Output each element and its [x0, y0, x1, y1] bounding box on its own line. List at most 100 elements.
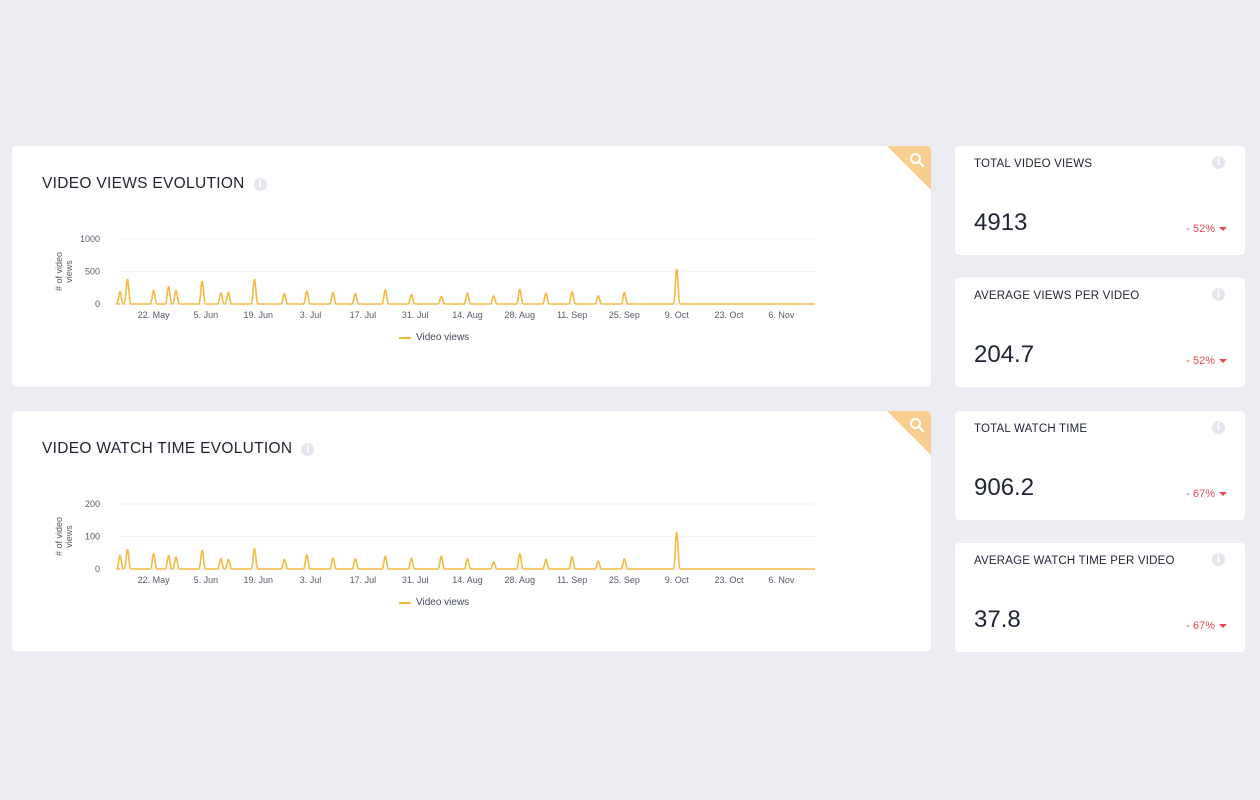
stat-title: AVERAGE VIEWS PER VIDEO [974, 290, 1140, 302]
x-tick-label: 17. Jul [350, 310, 377, 320]
data-point[interactable] [492, 295, 495, 298]
data-point[interactable] [305, 290, 309, 293]
data-point[interactable] [544, 558, 548, 562]
chart-legend[interactable]: Video views [399, 597, 469, 608]
data-point[interactable] [219, 558, 223, 561]
x-tick-label: 19. Jun [243, 310, 273, 320]
caret-down-icon [1219, 359, 1227, 363]
x-tick-label: 23. Oct [715, 575, 745, 585]
data-point[interactable] [331, 291, 335, 295]
stat-value: 204.7 [974, 341, 1035, 368]
stat-change-text: - 52% [1186, 223, 1215, 235]
x-tick-label: 31. Jul [402, 575, 429, 585]
x-tick-label: 25. Sep [609, 310, 640, 320]
info-icon[interactable]: i [1212, 553, 1225, 566]
data-point[interactable] [384, 555, 387, 558]
stat-title: TOTAL WATCH TIME [974, 423, 1088, 435]
data-point[interactable] [440, 555, 443, 558]
data-point[interactable] [410, 557, 413, 560]
legend-swatch [399, 336, 411, 339]
stat-value: 4913 [974, 209, 1028, 236]
info-icon[interactable]: i [253, 177, 267, 191]
chart-title-text: VIDEO WATCH TIME EVOLUTION [42, 440, 293, 457]
y-tick-label: 100 [85, 532, 100, 542]
x-tick-label: 22. May [138, 310, 171, 320]
data-point[interactable] [219, 292, 223, 295]
data-point[interactable] [118, 554, 122, 558]
data-point[interactable] [570, 291, 574, 294]
stat-change: - 67% [1186, 620, 1227, 632]
y-tick-label: 500 [85, 267, 100, 277]
data-point[interactable] [227, 291, 230, 295]
data-point[interactable] [623, 291, 626, 295]
data-point[interactable] [354, 293, 357, 296]
info-icon[interactable]: i [1212, 156, 1225, 169]
stat-value: 906.2 [974, 474, 1035, 501]
x-tick-label: 9. Oct [665, 310, 690, 320]
data-point[interactable] [518, 553, 522, 556]
stat-card-average-views-per-video: AVERAGE VIEWS PER VIDEO i 204.7 - 52% [955, 278, 1245, 387]
data-point[interactable] [126, 548, 129, 552]
info-icon[interactable]: i [301, 442, 315, 456]
data-point[interactable] [174, 556, 178, 559]
stat-change: - 52% [1186, 355, 1227, 367]
data-point[interactable] [167, 285, 170, 289]
stat-title: AVERAGE WATCH TIME PER VIDEO [974, 555, 1175, 567]
x-tick-label: 23. Oct [715, 310, 745, 320]
y-axis-title: # of videoviews [54, 517, 74, 556]
data-point[interactable] [152, 553, 155, 556]
data-point[interactable] [227, 558, 230, 562]
data-point[interactable] [466, 292, 469, 295]
x-tick-label: 11. Sep [557, 310, 587, 320]
data-point[interactable] [675, 269, 678, 272]
info-icon[interactable]: i [1212, 288, 1225, 301]
data-point[interactable] [283, 293, 286, 296]
x-tick-label: 5. Jun [194, 575, 219, 585]
data-point[interactable] [544, 292, 548, 295]
data-point[interactable] [597, 560, 600, 564]
video-views-chart: # of videoviews 0 500 1000 22. May 5. Jun 19. … [54, 234, 815, 320]
x-tick-label: 28. Aug [505, 575, 536, 585]
data-point[interactable] [201, 280, 204, 284]
data-point[interactable] [283, 558, 286, 562]
data-point[interactable] [492, 561, 495, 564]
x-tick-label: 3. Jul [300, 310, 322, 320]
data-point[interactable] [354, 558, 357, 561]
data-point[interactable] [201, 549, 204, 553]
x-tick-label: 9. Oct [665, 575, 690, 585]
data-point[interactable] [623, 558, 626, 561]
x-tick-label: 5. Jun [194, 310, 219, 320]
chart-legend[interactable]: Video views [399, 332, 469, 343]
zoom-button[interactable] [887, 411, 931, 455]
stat-change-text: - 52% [1186, 355, 1215, 367]
x-tick-label: 22. May [138, 575, 171, 585]
caret-down-icon [1219, 492, 1227, 496]
data-point[interactable] [570, 556, 574, 559]
data-point[interactable] [253, 548, 256, 551]
data-point[interactable] [331, 557, 335, 560]
data-point[interactable] [518, 288, 522, 291]
data-point[interactable] [118, 291, 122, 294]
series-line[interactable] [115, 532, 815, 570]
data-point[interactable] [305, 554, 309, 557]
stat-change: - 52% [1186, 223, 1227, 235]
data-point[interactable] [466, 558, 469, 561]
data-point[interactable] [253, 278, 256, 282]
data-point[interactable] [410, 293, 413, 297]
data-point[interactable] [675, 532, 678, 535]
stat-card-total-video-views: TOTAL VIDEO VIEWS i 4913 - 52% [955, 146, 1245, 255]
zoom-button[interactable] [887, 146, 931, 190]
series-line[interactable] [115, 269, 815, 305]
data-point[interactable] [174, 289, 178, 293]
data-point[interactable] [126, 278, 129, 282]
data-point[interactable] [152, 289, 155, 293]
x-tick-label: 3. Jul [300, 575, 322, 585]
info-icon[interactable]: i [1212, 421, 1225, 434]
data-point[interactable] [597, 295, 600, 298]
data-point[interactable] [440, 295, 443, 299]
data-point[interactable] [167, 554, 170, 558]
data-point[interactable] [384, 289, 387, 292]
x-tick-label: 6. Nov [768, 575, 795, 585]
stat-value: 37.8 [974, 606, 1021, 633]
stat-card-total-watch-time: TOTAL WATCH TIME i 906.2 - 67% [955, 411, 1245, 520]
